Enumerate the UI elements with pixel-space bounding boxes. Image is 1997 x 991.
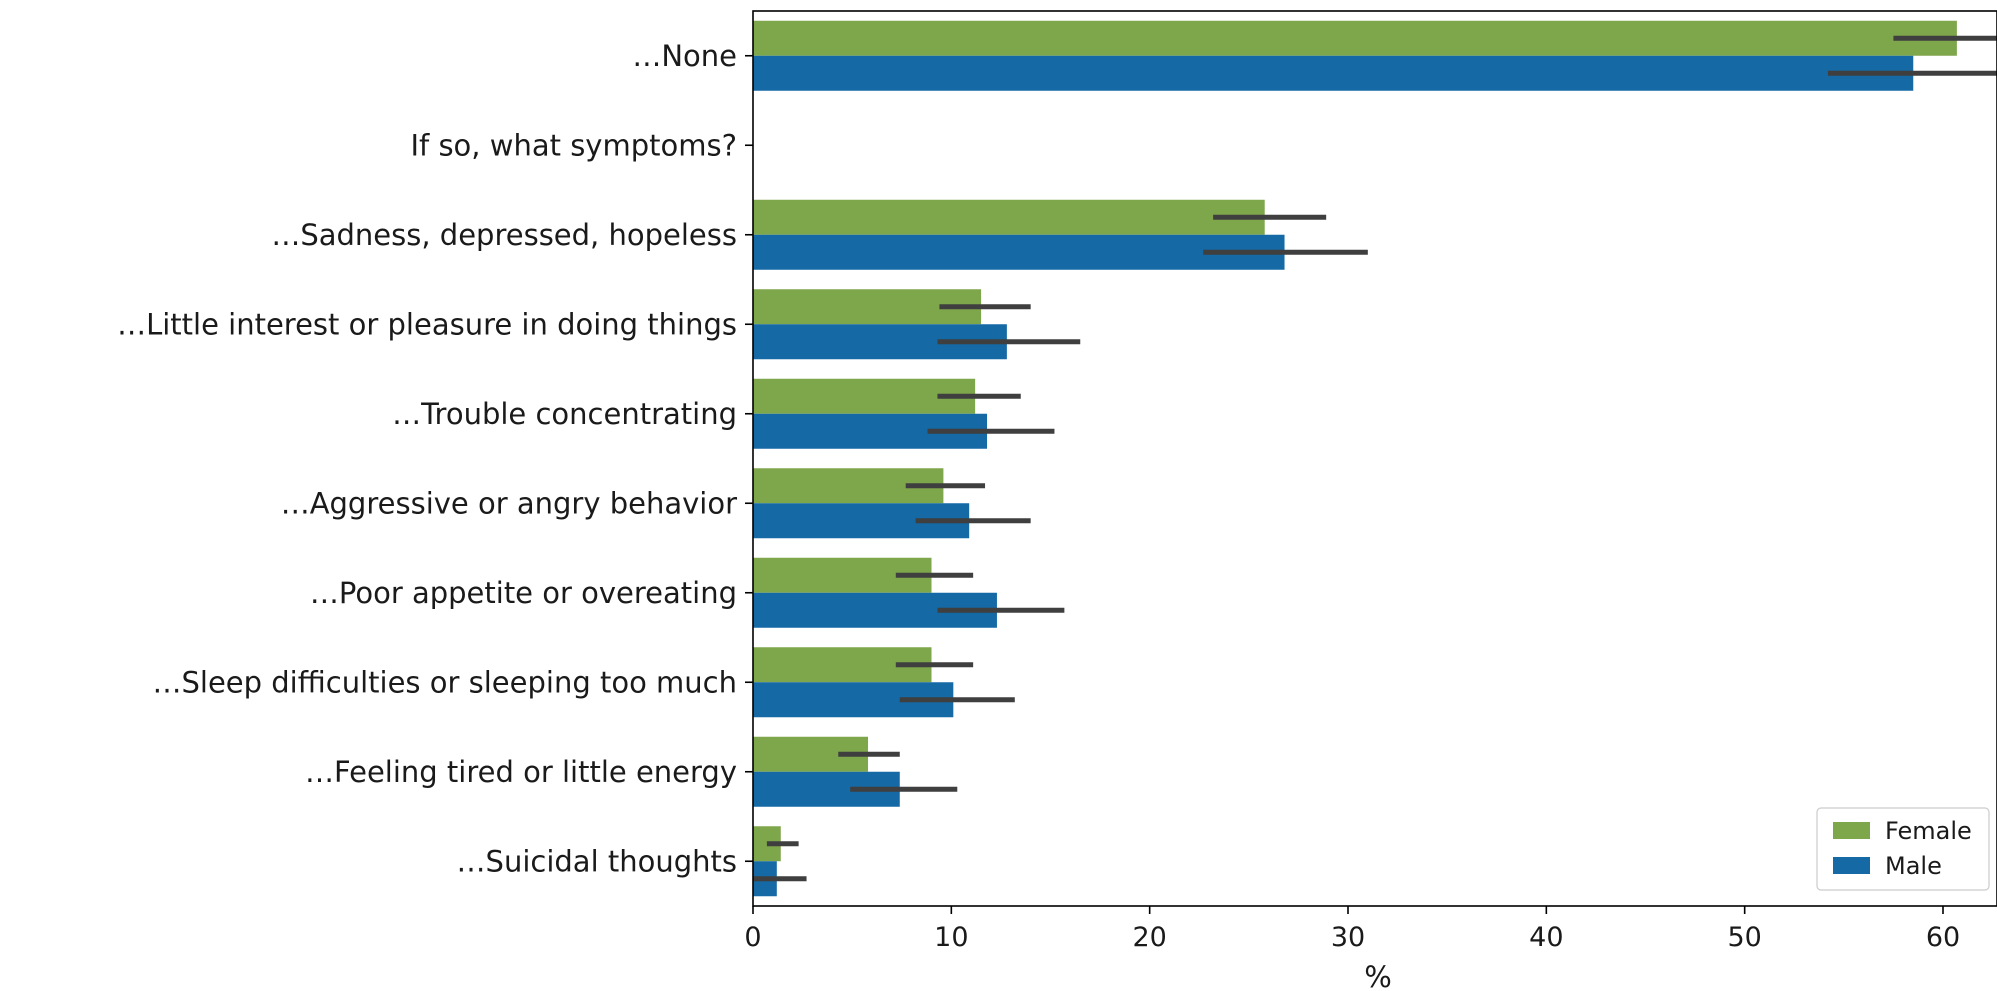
category-label: …Poor appetite or overeating: [310, 576, 737, 610]
plot-frame: [752, 10, 1997, 907]
x-tick-label: 60: [1926, 922, 1960, 953]
legend-swatch-female: [1833, 822, 1870, 839]
category-label: …Little interest or pleasure in doing th…: [117, 307, 737, 341]
legend: Female Male: [1816, 807, 1990, 891]
category-label: …Aggressive or angry behavior: [281, 486, 737, 520]
x-tick-label: 40: [1529, 922, 1563, 953]
x-tick-label: 0: [744, 922, 761, 953]
x-axis-ticks: 0 10 20 30 40 50 60: [744, 906, 1960, 953]
category-label: If so, what symptoms?: [410, 128, 737, 162]
x-tick-label: 50: [1727, 922, 1761, 953]
category-label: …Sleep difficulties or sleeping too much: [153, 665, 738, 699]
category-label: …Trouble concentrating: [392, 397, 737, 431]
bar-male-0: [753, 55, 1914, 91]
x-axis-title: %: [1364, 960, 1392, 991]
bar-female-2: [753, 199, 1265, 235]
category-label: …Feeling tired or little energy: [305, 755, 737, 789]
bar-male-2: [753, 234, 1285, 270]
category-labels: …None If so, what symptoms? …Sadness, depr…: [117, 39, 753, 878]
category-label: …Sadness, depressed, hopeless: [271, 218, 737, 252]
x-tick-label: 20: [1132, 922, 1166, 953]
bars-layer: [753, 20, 1957, 897]
category-label: …None: [632, 39, 737, 73]
legend-label-male: Male: [1885, 852, 1942, 880]
bar-female-0: [753, 20, 1957, 56]
category-label: …Suicidal thoughts: [457, 844, 737, 878]
error-bars-layer: [753, 35, 1997, 882]
legend-label-female: Female: [1885, 817, 1972, 845]
legend-swatch-male: [1833, 857, 1870, 874]
x-tick-label: 10: [934, 922, 968, 953]
x-tick-label: 30: [1331, 922, 1365, 953]
